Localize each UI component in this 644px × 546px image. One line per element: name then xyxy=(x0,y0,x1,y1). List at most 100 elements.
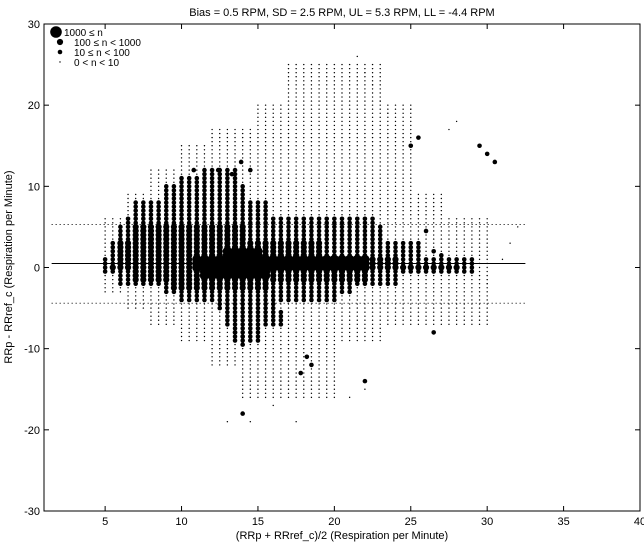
data-point xyxy=(333,343,336,346)
data-point xyxy=(432,278,435,281)
data-point xyxy=(339,285,345,291)
data-point xyxy=(394,108,397,110)
data-point xyxy=(295,331,297,334)
data-point xyxy=(341,112,343,114)
data-point xyxy=(232,338,238,343)
data-point xyxy=(257,132,259,135)
data-point xyxy=(156,216,161,222)
data-point xyxy=(318,352,320,354)
data-point xyxy=(188,157,190,159)
data-point xyxy=(362,224,368,230)
data-point xyxy=(326,352,328,354)
data-point xyxy=(180,319,183,321)
data-point xyxy=(133,216,138,222)
data-point xyxy=(463,274,465,277)
data-point xyxy=(280,214,282,216)
data-point xyxy=(387,165,389,167)
data-point xyxy=(264,128,267,131)
data-point xyxy=(308,240,315,247)
data-point xyxy=(410,132,412,135)
data-point xyxy=(180,327,183,330)
data-point xyxy=(199,266,210,277)
data-point xyxy=(303,136,305,139)
data-point xyxy=(211,339,213,342)
data-point xyxy=(240,204,245,209)
data-point xyxy=(234,364,236,366)
data-point xyxy=(356,104,358,106)
data-point xyxy=(117,240,124,247)
data-point xyxy=(215,266,225,277)
data-point xyxy=(278,313,284,319)
data-point xyxy=(301,216,307,222)
data-point xyxy=(356,323,358,326)
data-point xyxy=(134,287,137,289)
data-point xyxy=(377,256,384,263)
data-point xyxy=(387,214,389,216)
data-point xyxy=(356,55,358,58)
data-point xyxy=(440,299,443,301)
data-point xyxy=(303,100,305,102)
data-point xyxy=(333,173,336,175)
data-point xyxy=(240,411,245,416)
data-point xyxy=(364,335,366,338)
data-point xyxy=(179,184,184,189)
data-point xyxy=(402,226,404,228)
data-point xyxy=(303,368,305,370)
data-point xyxy=(356,108,358,110)
data-point xyxy=(347,224,352,230)
data-point xyxy=(379,295,381,297)
data-point xyxy=(478,258,481,261)
data-point xyxy=(324,297,330,303)
data-point xyxy=(278,216,284,222)
data-point xyxy=(333,327,336,330)
data-point xyxy=(326,388,328,390)
data-point xyxy=(112,234,114,236)
data-point xyxy=(318,149,320,151)
data-point xyxy=(287,161,290,163)
data-point xyxy=(463,295,465,297)
data-point xyxy=(249,136,252,139)
data-point xyxy=(417,197,420,200)
data-point xyxy=(112,287,114,289)
data-point xyxy=(180,173,183,175)
data-point xyxy=(309,236,314,242)
data-point xyxy=(255,208,261,213)
data-point xyxy=(249,145,252,147)
data-point xyxy=(455,315,458,317)
data-point xyxy=(492,159,498,165)
data-point xyxy=(324,285,330,291)
data-point xyxy=(257,185,259,188)
data-point xyxy=(163,289,169,295)
data-point xyxy=(234,157,236,159)
data-point xyxy=(333,169,336,171)
data-point xyxy=(370,240,375,246)
data-point xyxy=(377,224,383,230)
data-point xyxy=(241,364,244,366)
data-point xyxy=(394,149,397,151)
data-point xyxy=(402,169,404,171)
data-point xyxy=(287,331,290,334)
data-point xyxy=(379,112,381,114)
data-point xyxy=(385,240,391,246)
data-point xyxy=(318,315,320,317)
data-point xyxy=(379,209,381,212)
data-point xyxy=(263,301,268,307)
data-point xyxy=(364,287,366,289)
data-point xyxy=(410,291,412,293)
data-point xyxy=(217,293,223,299)
data-point xyxy=(110,240,116,246)
data-point xyxy=(387,222,389,224)
data-point xyxy=(410,226,412,228)
data-point xyxy=(448,278,450,281)
data-point xyxy=(379,197,381,200)
data-point xyxy=(287,181,290,183)
data-point xyxy=(157,197,160,200)
data-point xyxy=(278,236,284,242)
data-point xyxy=(194,297,200,303)
data-point xyxy=(446,261,452,266)
data-point xyxy=(332,232,337,238)
data-point xyxy=(387,230,389,232)
data-point xyxy=(257,161,259,163)
data-point xyxy=(264,392,267,395)
data-point xyxy=(127,295,129,297)
